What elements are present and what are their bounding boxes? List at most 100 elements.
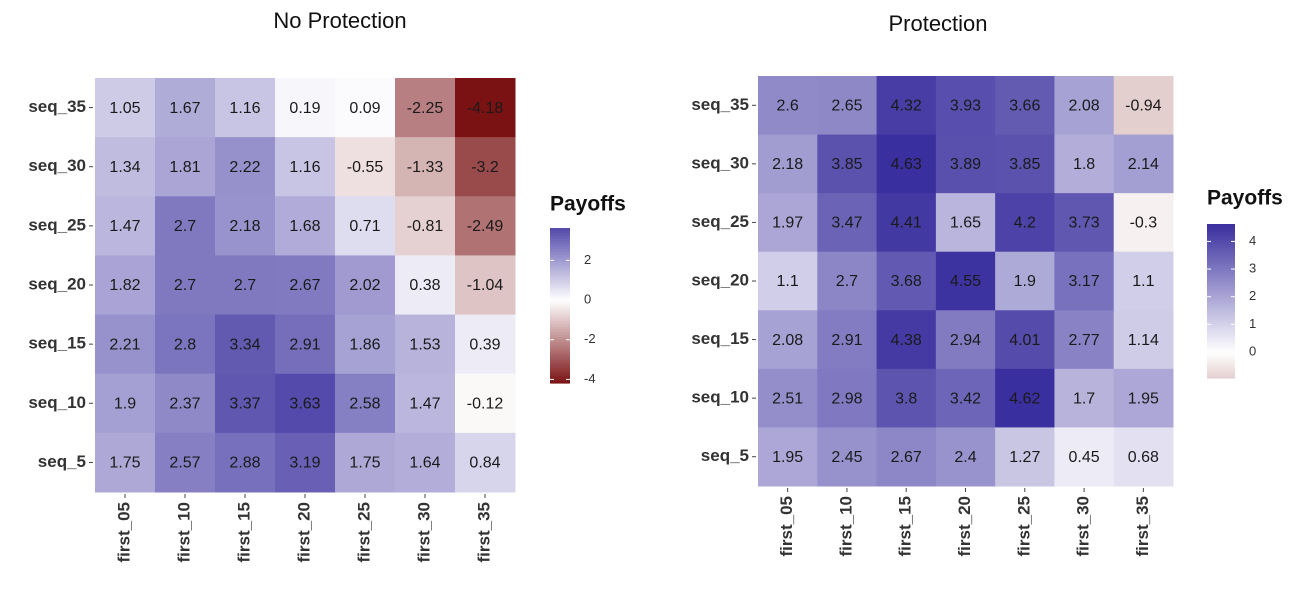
cell — [95, 314, 156, 375]
colorbar-segment — [550, 253, 570, 258]
colorbar-segment — [1207, 244, 1235, 248]
colorbar-segment — [1207, 316, 1235, 320]
colorbar-segment — [1207, 347, 1235, 351]
x-tick-label: first_30 — [1074, 496, 1093, 556]
colorbar-tick-label: -2 — [584, 331, 596, 346]
colorbar-segment — [550, 331, 570, 335]
cell-label: 2.08 — [1069, 98, 1100, 115]
y-tick-label: seq_5 — [701, 446, 749, 465]
y-tick-label: seq_5 — [38, 452, 86, 471]
colorbar-segment — [1207, 362, 1235, 366]
cell-label: 4.62 — [1009, 390, 1040, 407]
colorbar-segment — [1207, 254, 1235, 258]
cell-label: 1.16 — [229, 100, 260, 117]
cell — [1054, 193, 1115, 253]
cell-label: 2.18 — [772, 156, 803, 173]
cell-label: 1.68 — [289, 218, 320, 235]
cell-label: 0.71 — [349, 218, 380, 235]
colorbar-segment — [550, 349, 570, 353]
cell — [395, 314, 456, 375]
colorbar-segment — [1207, 267, 1235, 271]
cell-label: 2.88 — [229, 455, 260, 472]
cell — [995, 368, 1055, 428]
cell — [758, 310, 818, 370]
cell — [335, 196, 396, 256]
cell — [95, 137, 156, 197]
cell-label: 1.97 — [772, 215, 803, 232]
colorbar-tick-label: -4 — [584, 371, 596, 386]
colorbar-segment — [1207, 259, 1235, 264]
y-tick-label: seq_25 — [28, 215, 86, 234]
colorbar-segment — [550, 323, 570, 327]
cell-label: -3.2 — [471, 159, 499, 176]
colorbar-segment — [550, 248, 570, 252]
y-tick-label: seq_25 — [691, 212, 749, 231]
colorbar-segment — [1207, 313, 1235, 317]
cell — [876, 251, 937, 311]
colorbar-segment — [550, 251, 570, 255]
colorbar-segment — [1207, 298, 1235, 302]
cell-label: 4.41 — [891, 215, 922, 232]
colorbar-segment — [550, 277, 570, 281]
cell — [817, 427, 878, 487]
colorbar-segment — [550, 346, 570, 351]
y-tick-label: seq_10 — [28, 393, 86, 412]
colorbar-segment — [1207, 365, 1235, 369]
chart-title: No Protection — [273, 8, 406, 33]
colorbar-segment — [550, 372, 570, 376]
cell-label: 3.42 — [950, 390, 981, 407]
cell-label: 0.38 — [409, 277, 440, 294]
cell-label: 3.89 — [950, 156, 981, 173]
cell — [335, 314, 396, 375]
colorbar-segment — [1207, 303, 1235, 307]
cell-label: 1.47 — [409, 396, 440, 413]
cell — [1054, 134, 1115, 194]
cell — [95, 432, 156, 493]
colorbar-segment — [1207, 336, 1235, 341]
cell-label: -0.3 — [1130, 215, 1158, 232]
colorbar-segment — [550, 362, 570, 366]
colorbar-segment — [1207, 290, 1235, 294]
colorbar-segment — [1207, 357, 1235, 361]
colorbar-segment — [1207, 257, 1235, 261]
colorbar-segment — [1207, 285, 1235, 289]
cell — [1113, 134, 1174, 194]
cell-label: 1.64 — [409, 455, 440, 472]
colorbar-segment — [1207, 344, 1235, 348]
cell-label: 0.19 — [289, 100, 320, 117]
colorbar-segment — [1207, 306, 1235, 310]
colorbar-segment — [1207, 342, 1235, 346]
cell — [395, 78, 456, 138]
cell-label: 1.7 — [1073, 390, 1095, 407]
cell — [1113, 193, 1174, 253]
colorbar-segment — [1207, 375, 1235, 379]
cell-label: 1.53 — [409, 336, 440, 353]
cell — [995, 76, 1055, 136]
cell — [215, 373, 276, 434]
cell — [395, 432, 456, 493]
cell-label: 1.65 — [950, 215, 981, 232]
cell — [455, 432, 516, 493]
cell-label: 3.34 — [229, 336, 260, 353]
y-tick-label: seq_20 — [691, 270, 749, 289]
cell-label: -2.49 — [467, 218, 504, 235]
cell — [275, 373, 336, 434]
colorbar-segment — [550, 297, 570, 301]
colorbar-segment — [550, 274, 570, 278]
colorbar-segment — [1207, 352, 1235, 356]
cell-label: -0.94 — [1125, 98, 1162, 115]
cell-label: 1.67 — [169, 100, 200, 117]
cell-label: 3.47 — [831, 215, 862, 232]
colorbar-tick-label: 0 — [584, 291, 591, 306]
colorbar-segment — [550, 315, 570, 320]
colorbar-segment — [550, 261, 570, 265]
cell — [995, 193, 1055, 253]
colorbar-segment — [550, 282, 570, 286]
colorbar-segment — [1207, 231, 1235, 235]
cell — [455, 137, 516, 197]
colorbar-segment — [1207, 367, 1235, 371]
cell — [817, 76, 878, 136]
cell — [935, 251, 996, 311]
cell-label: 1.05 — [109, 100, 140, 117]
cell — [876, 134, 937, 194]
